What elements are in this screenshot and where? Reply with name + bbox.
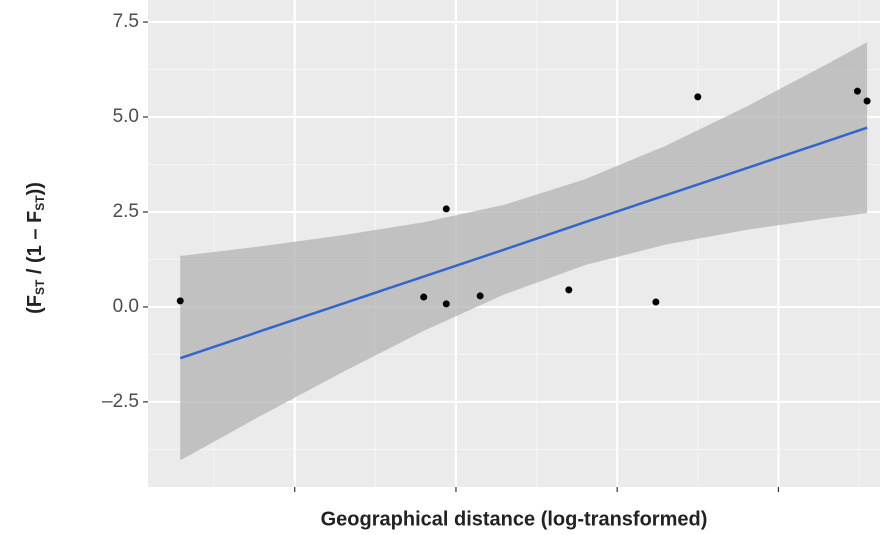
subscript: ST bbox=[33, 279, 47, 295]
point bbox=[442, 300, 450, 308]
subscript: ST bbox=[33, 195, 47, 211]
point bbox=[442, 205, 450, 213]
x-axis-label: Geographical distance (log-transformed) bbox=[321, 508, 708, 530]
point bbox=[565, 286, 573, 294]
y-tick-label: –2.5 bbox=[102, 391, 139, 412]
label-part: )) bbox=[24, 182, 46, 195]
y-tick-label: 5.0 bbox=[113, 106, 139, 127]
fit-line bbox=[179, 126, 868, 360]
point bbox=[694, 93, 702, 101]
y-tick-label: 2.5 bbox=[113, 201, 139, 222]
point bbox=[420, 293, 428, 301]
y-tick-label: 7.5 bbox=[113, 11, 139, 32]
point bbox=[652, 298, 660, 306]
point bbox=[863, 97, 871, 105]
label-part: (F bbox=[24, 295, 46, 314]
point bbox=[476, 292, 484, 300]
confidence-band bbox=[180, 42, 868, 461]
y-tick-label: 0.0 bbox=[113, 296, 139, 317]
point bbox=[853, 87, 861, 95]
label-part: / (1 – F bbox=[24, 211, 46, 280]
point bbox=[176, 297, 184, 305]
y-axis-label: (FST / (1 – FST)) bbox=[24, 182, 47, 314]
